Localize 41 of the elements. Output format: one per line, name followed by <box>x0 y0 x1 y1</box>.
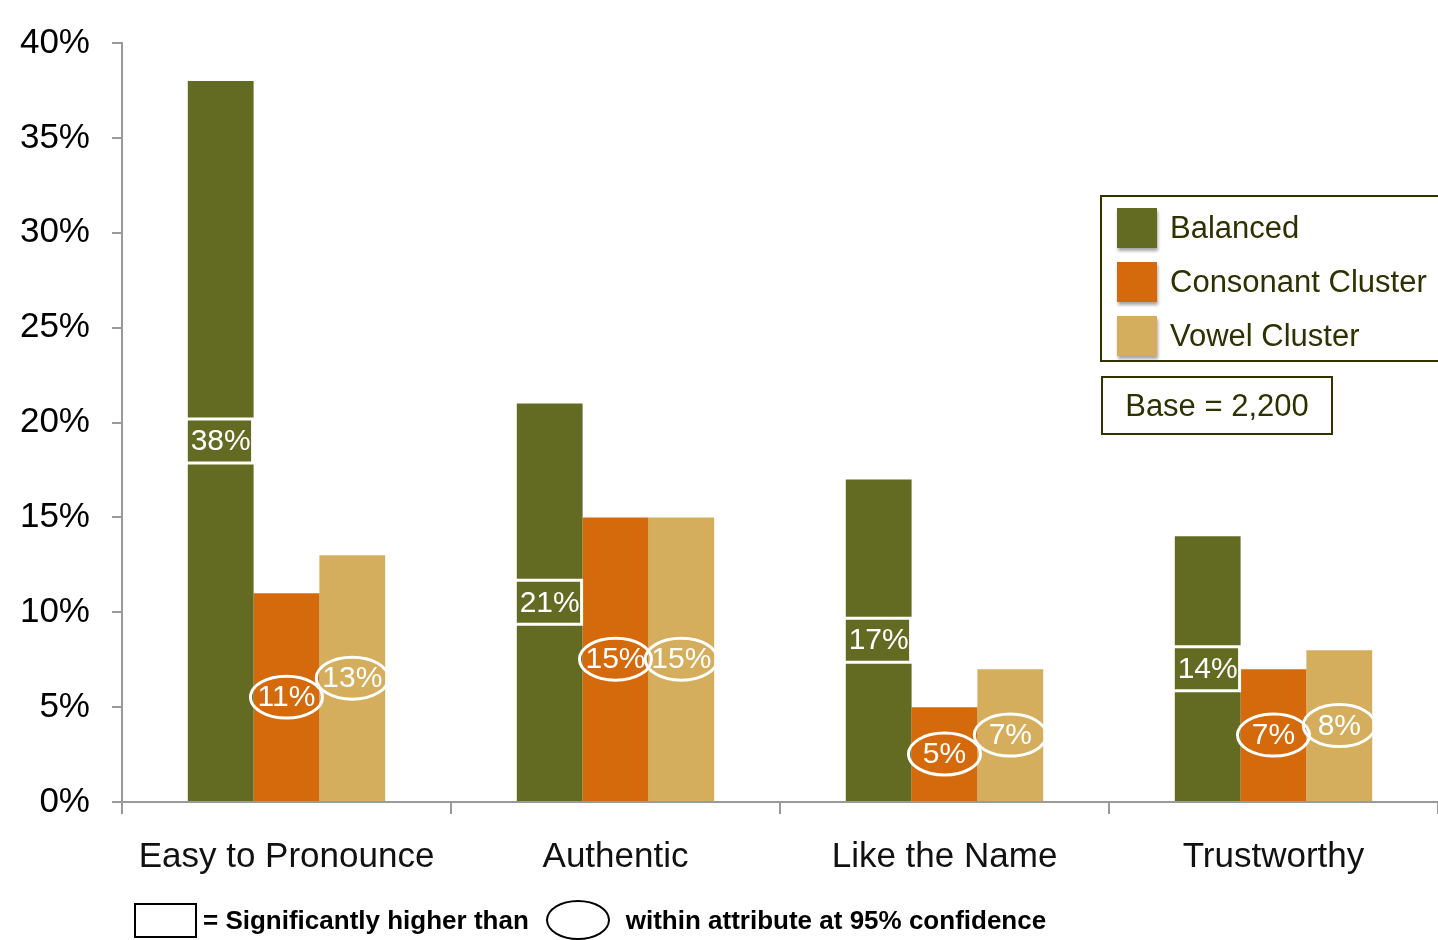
bar <box>845 479 912 801</box>
x-tick-label: Authentic <box>542 834 689 874</box>
x-tick-label: Trustworthy <box>1182 834 1365 874</box>
data-label: 5% <box>922 736 967 770</box>
y-tick-label: 0% <box>39 779 90 819</box>
bar <box>253 593 320 801</box>
text: = Significantly higher than <box>203 904 529 936</box>
x-tick-label: Like the Name <box>831 834 1058 874</box>
y-tick-label: 15% <box>19 495 90 535</box>
bar <box>319 555 386 801</box>
y-tick-label: 20% <box>19 400 90 440</box>
bar <box>187 80 254 801</box>
bar <box>1306 650 1373 801</box>
bar <box>977 669 1044 801</box>
data-label: 17% <box>848 622 909 656</box>
data-label: 15% <box>585 641 646 675</box>
bar <box>648 517 715 801</box>
y-tick-label: 30% <box>19 210 90 250</box>
y-tick-label: 5% <box>39 684 90 724</box>
legend-label: Balanced <box>1170 209 1300 247</box>
data-label: 8% <box>1317 707 1361 741</box>
y-tick-label: 35% <box>19 115 90 155</box>
data-label: 7% <box>988 717 1032 751</box>
legend-label: Vowel Cluster <box>1170 317 1360 355</box>
text: within attribute at 95% confidence <box>625 904 1047 936</box>
data-label: 38% <box>190 423 251 457</box>
data-label: 11% <box>257 679 316 713</box>
annotation: Base = 2,200 <box>1125 387 1309 424</box>
y-tick-label: 40% <box>19 20 90 60</box>
data-label: 14% <box>1177 650 1238 684</box>
data-label: 7% <box>1251 717 1296 751</box>
y-tick-label: 10% <box>19 589 90 629</box>
bar <box>582 517 649 801</box>
data-label: 15% <box>651 641 712 675</box>
bar <box>516 403 583 801</box>
bar <box>1174 536 1241 801</box>
data-label: 21% <box>519 584 580 618</box>
y-tick-label: 25% <box>19 305 90 345</box>
legend-label: Consonant Cluster <box>1170 263 1427 301</box>
x-tick-label: Easy to Pronounce <box>138 834 435 874</box>
data-label: 13% <box>322 660 383 694</box>
